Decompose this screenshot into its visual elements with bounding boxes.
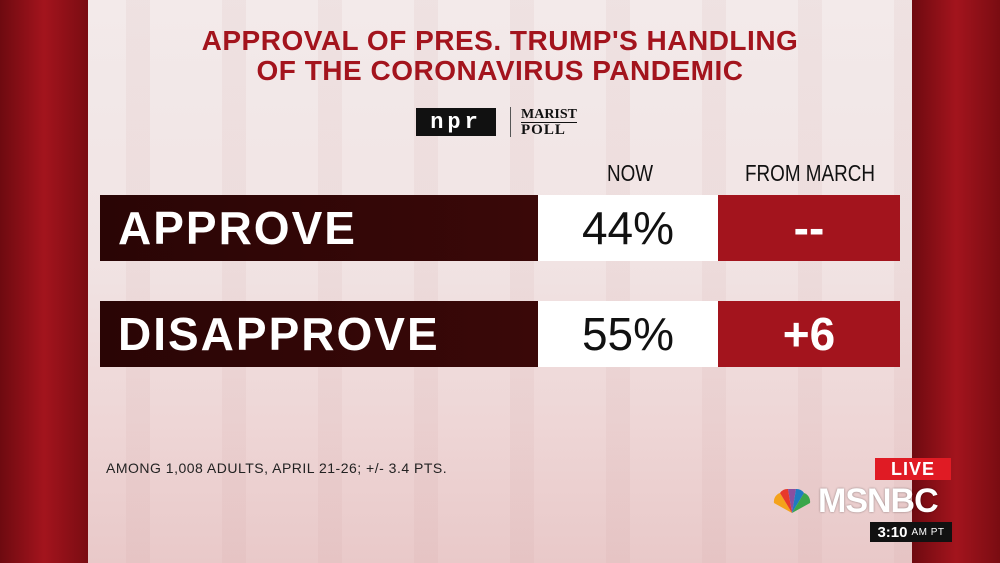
live-badge: LIVE [875,458,951,480]
column-header-from-march: FROM MARCH [745,160,875,186]
row-change-value: -- [718,195,900,261]
graphic-title: APPROVAL OF PRES. TRUMP'S HANDLING OF TH… [88,26,912,86]
broadcast-clock: 3:10 AM PT [870,522,952,542]
logo-divider [510,107,511,137]
row-label: APPROVE [100,195,538,261]
row-now-value: 55% [538,301,718,367]
source-logos: npr MARIST POLL [416,106,578,138]
poll-graphic-panel: APPROVAL OF PRES. TRUMP'S HANDLING OF TH… [88,0,912,563]
network-name: MSNBC [818,481,939,520]
poll-footnote: AMONG 1,008 ADULTS, APRIL 21-26; +/- 3.4… [106,460,448,476]
clock-time: 3:10 [877,523,908,541]
msnbc-bug: MSNBC [770,481,939,520]
left-border [0,0,88,563]
marist-logo-line-2: POLL [521,121,578,138]
clock-timezone: AM PT [911,526,945,538]
column-header-now: NOW [606,160,654,186]
result-row-approve: APPROVE 44% -- [100,195,900,261]
title-line-2: OF THE CORONAVIRUS PANDEMIC [256,55,744,86]
row-change-value: +6 [718,301,900,367]
title-line-1: APPROVAL OF PRES. TRUMP'S HANDLING [201,25,799,56]
marist-logo-line-1: MARIST [521,106,578,122]
peacock-icon [773,488,811,513]
npr-logo: npr [416,108,496,136]
row-now-value: 44% [538,195,718,261]
row-label: DISAPPROVE [100,301,538,367]
result-row-disapprove: DISAPPROVE 55% +6 [100,301,900,367]
marist-poll-logo: MARIST POLL [521,106,578,138]
